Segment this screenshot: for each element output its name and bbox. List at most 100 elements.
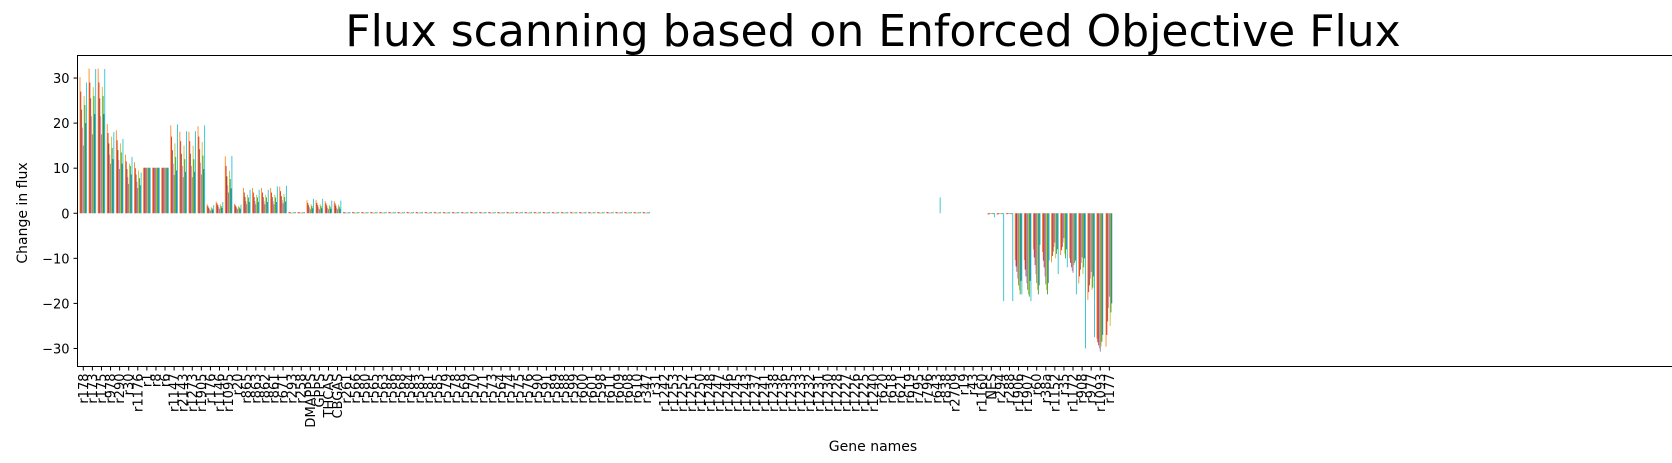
bar-r586-s5 (391, 212, 393, 214)
bar-r978-s4 (109, 154, 111, 214)
bar-r578-s1 (451, 211, 453, 214)
bar-r60-s7 (1037, 213, 1039, 295)
y-tick-label: −20 (42, 297, 69, 312)
bar-r611-s8 (612, 212, 613, 214)
bar-r293-s8 (294, 212, 296, 214)
bar-r579-s6 (446, 212, 448, 214)
bar-r580-s7 (366, 212, 367, 214)
bar-r290-s5 (119, 169, 121, 214)
x-tick-label: r671 (277, 374, 292, 404)
x-tick-label: r176 (204, 374, 219, 404)
chart-title: Flux scanning based on Enforced Objectiv… (345, 6, 1400, 57)
bar-r671-s7 (284, 197, 286, 214)
bar-r601-s4 (590, 212, 592, 214)
bar-r601-s6 (592, 212, 594, 214)
bar-r600-s9 (585, 211, 587, 214)
bar-r173-s5 (91, 134, 93, 214)
bar-r584-s6 (410, 212, 412, 214)
bar-r571-s4 (481, 212, 483, 214)
bar-r20-s9 (240, 204, 242, 214)
bar-r977-s6 (1091, 213, 1093, 290)
bar-DMAPPS-s4 (309, 207, 310, 214)
bar-r565-s3 (371, 212, 373, 214)
bar-r564-s3 (498, 212, 500, 214)
bar-DMAPPS-s2 (307, 202, 309, 214)
x-tick-label: r1152 (1048, 374, 1063, 412)
bar-DMAPPS-s1 (306, 200, 308, 214)
bar-r584-s9 (413, 211, 414, 214)
bar-r35-s8 (1066, 213, 1067, 250)
bar-r610-s5 (636, 212, 638, 214)
bar-r261-s7 (347, 212, 349, 214)
bar-r977-s2 (1088, 213, 1090, 293)
bar-r1093-s5 (1099, 213, 1101, 352)
bar-r60-s3 (1034, 213, 1036, 266)
bar-r30-s2 (125, 161, 127, 214)
bar-r586-s8 (394, 212, 395, 214)
x-tick-label: r589 (549, 374, 564, 404)
bar-r574-s4 (508, 212, 510, 214)
bar-r583-s6 (419, 212, 421, 214)
bar-r563-s6 (383, 212, 385, 214)
bar-r575-s9 (522, 211, 523, 214)
bar-r1146-s6 (219, 204, 221, 214)
bar-r861-s4 (272, 201, 274, 214)
bar-r610-s2 (634, 212, 636, 214)
x-tick-label: r1226 (849, 374, 864, 412)
x-tick-label: r585 (431, 374, 446, 404)
bar-r601-s7 (593, 212, 594, 214)
bar-r1152-s4 (1053, 213, 1055, 248)
bar-r1147-s8 (176, 170, 177, 214)
bar-r978-s6 (110, 136, 112, 214)
bar-r599-s3 (571, 212, 573, 214)
bar-r564-s1 (497, 211, 499, 214)
bar-r570-s4 (472, 212, 474, 214)
bar-r591-s8 (548, 212, 550, 214)
bar-r258-s9 (304, 211, 305, 214)
bar-r671-s3 (280, 196, 282, 214)
bar-CBGAS-s5 (337, 209, 338, 214)
bar-r1147-s4 (172, 163, 174, 214)
bar-r8-s5 (155, 167, 157, 214)
bar-r861-s8 (276, 201, 277, 214)
x-tick-label: r1252 (676, 374, 691, 412)
bar-r294-s9 (1003, 213, 1005, 302)
bar-r1-s6 (147, 167, 149, 214)
x-tick-label: r569 (458, 374, 473, 404)
bar-r578-s7 (456, 212, 458, 214)
bar-r563-s9 (385, 211, 387, 214)
y-tick-label: 10 (53, 162, 70, 177)
bar-r6-s6 (165, 167, 167, 214)
bar-r570-s8 (475, 212, 477, 214)
bar-r588-s1 (560, 211, 562, 214)
bar-r862-s9 (267, 189, 269, 214)
bar-r1146-s7 (220, 206, 222, 214)
bar-r590-s2 (534, 212, 536, 214)
bar-r177-s6 (1109, 213, 1111, 326)
bar-r566-s8 (357, 212, 359, 214)
bar-r571-s5 (482, 212, 484, 214)
bar-r978-s8 (112, 159, 114, 214)
bar-r35-s2 (1061, 213, 1062, 251)
bar-r611-s2 (607, 212, 608, 214)
x-tick-label: r796 (921, 374, 936, 404)
bar-r578-s4 (454, 212, 456, 214)
bar-NES-s4 (990, 213, 991, 214)
bar-r290-s1 (115, 130, 117, 214)
x-tick-label: r600 (576, 374, 591, 404)
bar-r569-s5 (464, 212, 466, 214)
bar-r1172-s4 (1071, 213, 1073, 271)
bar-r294-s5 (999, 213, 1001, 214)
x-tick-label: r579 (440, 374, 455, 404)
bar-r588-s5 (564, 212, 565, 214)
bar-r175-s3 (99, 98, 101, 214)
bar-DMAPPS-s9 (313, 198, 315, 214)
bar-r1906-s1 (1014, 213, 1016, 261)
bar-r601-s8 (593, 212, 595, 214)
bar-r1095-s6 (228, 170, 230, 214)
bar-r1906-s6 (1018, 213, 1020, 290)
bar-r586-s1 (388, 211, 390, 214)
bar-r584-s5 (409, 212, 411, 214)
bar-CBGAS-s8 (339, 208, 341, 214)
bar-r20-s1 (233, 203, 235, 214)
